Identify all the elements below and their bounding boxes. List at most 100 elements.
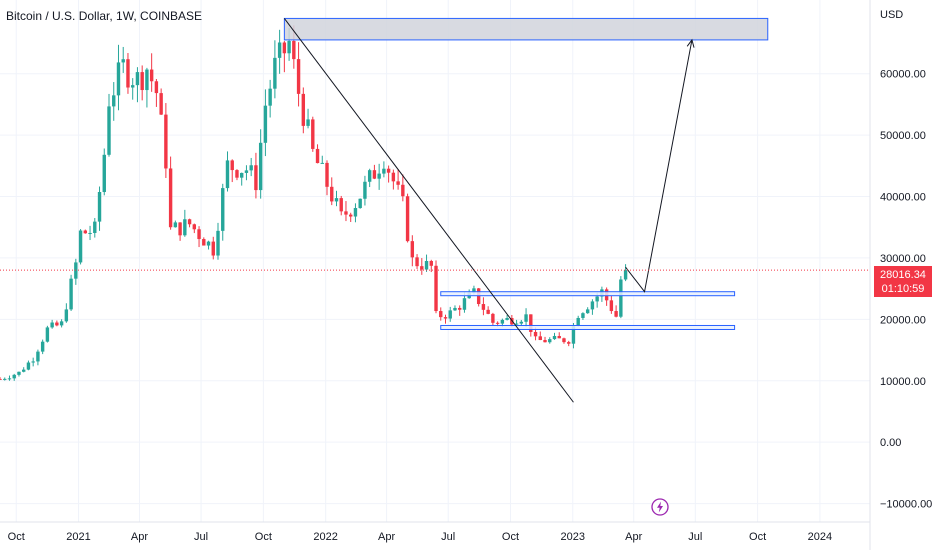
candle-body <box>187 219 192 225</box>
candle-body <box>0 378 2 380</box>
upper-range-box[interactable] <box>440 291 736 297</box>
price-tick-label: 20000.00 <box>880 314 926 326</box>
candle-body <box>514 323 519 325</box>
candle-body <box>495 322 500 324</box>
candle-body <box>59 321 64 326</box>
time-tick-label: Jul <box>441 531 455 543</box>
candle-body <box>230 160 234 171</box>
candle-body <box>282 42 287 54</box>
candle-body <box>17 371 21 375</box>
candle-body <box>372 170 377 179</box>
time-tick-label: Apr <box>131 531 148 543</box>
candle-body <box>21 369 26 372</box>
candle-body <box>93 221 97 233</box>
candle-body <box>301 93 306 126</box>
candle-body <box>486 309 490 314</box>
candle-body <box>462 298 467 310</box>
time-tick-label: 2023 <box>561 531 585 543</box>
downtrend-line[interactable] <box>283 18 574 403</box>
time-tick-label: 2021 <box>66 531 90 543</box>
candle-body <box>145 69 149 91</box>
candle-body <box>491 313 495 323</box>
price-tick-label: 60000.00 <box>880 69 926 81</box>
candle-body <box>258 142 263 191</box>
candle-body <box>183 219 187 236</box>
candle-body <box>216 230 220 256</box>
chart-title: Bitcoin / U.S. Dollar, 1W, COINBASE <box>6 9 203 23</box>
candle-body <box>135 72 140 86</box>
candle-body <box>26 362 31 370</box>
candle-body <box>538 336 542 341</box>
price-tick-label: 50000.00 <box>880 130 926 142</box>
candle-body <box>154 81 159 94</box>
candle-body <box>552 336 557 340</box>
candle-body <box>453 307 457 311</box>
candle-body <box>415 257 419 267</box>
candle-body <box>202 239 206 246</box>
candle-body <box>192 224 197 230</box>
candle-body <box>116 62 121 96</box>
candle-body <box>3 378 7 380</box>
candle-body <box>235 170 239 178</box>
candle-body <box>614 311 618 317</box>
candle-body <box>107 106 111 155</box>
candle-body <box>623 270 628 280</box>
candle-body <box>439 311 443 318</box>
candle-body <box>206 241 211 246</box>
projection-arrowhead <box>686 38 695 48</box>
candle-body <box>69 278 73 310</box>
candle-body <box>121 59 125 63</box>
candle-body <box>50 322 54 328</box>
candle-body <box>31 361 35 363</box>
candle-body <box>391 172 396 182</box>
candle-body <box>40 341 45 352</box>
candle-body <box>609 300 614 312</box>
candle-body <box>164 114 168 169</box>
lightning-bolt-icon[interactable] <box>651 498 669 516</box>
axis-currency-label[interactable]: USD <box>880 9 904 21</box>
candle-body <box>363 181 367 199</box>
candle-body <box>339 198 343 212</box>
candle-body <box>571 326 576 344</box>
target-zone-box[interactable] <box>283 17 769 41</box>
candle-body <box>382 168 386 174</box>
candle-body <box>590 301 595 310</box>
candle-body <box>581 313 585 318</box>
projection-path[interactable] <box>625 39 693 293</box>
candle-body <box>112 95 116 107</box>
time-tick-label: 2024 <box>808 531 832 543</box>
candle-body <box>386 168 391 173</box>
chart-grid <box>0 0 870 522</box>
candle-body <box>45 327 50 342</box>
candle-body <box>529 314 533 332</box>
candle-body <box>83 230 88 234</box>
candles <box>0 25 628 381</box>
candle-body <box>211 241 215 256</box>
candle-body <box>315 148 320 164</box>
candle-body <box>244 170 249 173</box>
candle-body <box>334 198 339 202</box>
candle-body <box>543 340 547 343</box>
last-price-value: 28016.34 <box>880 269 926 281</box>
time-tick-label: Apr <box>625 531 642 543</box>
candle-body <box>311 119 315 149</box>
candle-body <box>585 309 590 314</box>
candle-body <box>126 59 130 88</box>
time-tick-label: Oct <box>502 531 519 543</box>
time-axis[interactable]: Oct 2021 Apr Jul Oct 2022 Apr Jul Oct 2023 Apr Jul O… <box>8 531 832 543</box>
price-tick-label: 30000.00 <box>880 253 926 265</box>
candle-body <box>424 260 429 270</box>
candle-body <box>344 211 348 215</box>
price-axis[interactable]: −10000.00 0.00 10000.00 20000.00 30000.00 400… <box>880 69 932 511</box>
candle-body <box>367 170 372 182</box>
candle-body <box>178 222 182 236</box>
candle-body <box>434 265 438 312</box>
candle-body <box>263 105 268 143</box>
lower-range-box[interactable] <box>440 324 736 330</box>
candle-body <box>168 168 173 228</box>
time-tick-label: 2022 <box>313 531 337 543</box>
time-tick-label: Oct <box>749 531 766 543</box>
candle-body <box>225 160 230 189</box>
price-tick-label: 40000.00 <box>880 192 926 204</box>
